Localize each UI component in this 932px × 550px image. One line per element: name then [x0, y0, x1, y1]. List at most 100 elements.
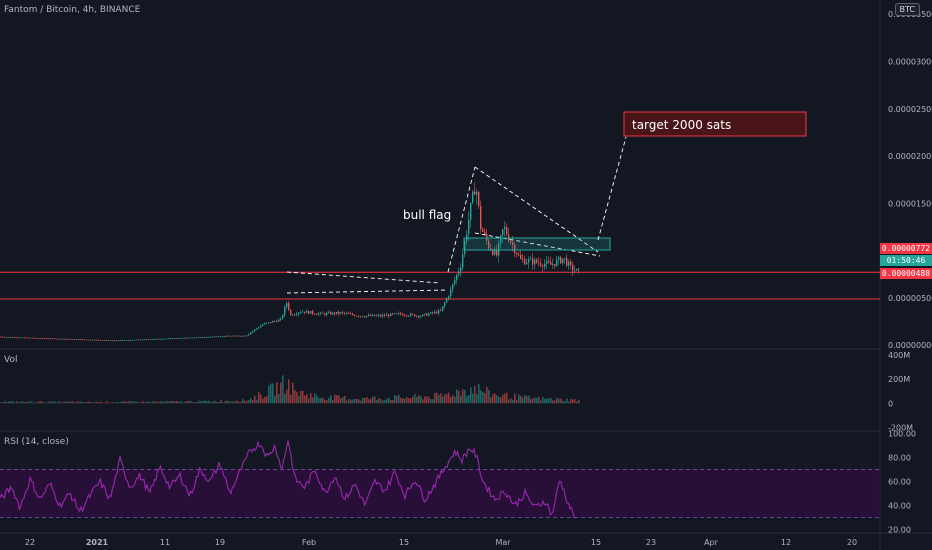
- candle-body: [180, 337, 182, 339]
- candle-body: [436, 311, 438, 314]
- volume-bar: [60, 402, 62, 404]
- volume-bar: [504, 393, 506, 404]
- pennant-drawing[interactable]: [286, 271, 449, 294]
- volume-bar: [26, 401, 28, 404]
- candle-body: [390, 313, 392, 317]
- volume-bar: [378, 398, 380, 404]
- candle-body: [284, 306, 286, 315]
- volume-bar: [536, 397, 538, 404]
- candle-body: [432, 312, 434, 314]
- candle-body: [184, 337, 186, 339]
- candle-body: [366, 315, 368, 317]
- volume-bar: [542, 396, 544, 404]
- candle-body: [578, 268, 580, 270]
- volume-bar: [114, 402, 116, 404]
- candle-body: [174, 338, 176, 339]
- volume-bar: [290, 395, 292, 404]
- flag-zone-rectangle[interactable]: [463, 237, 611, 251]
- volume-bar: [76, 401, 78, 404]
- candle-body: [412, 313, 414, 315]
- volume-bar: [84, 402, 86, 404]
- candle-body: [474, 191, 476, 195]
- candle-body: [486, 233, 488, 241]
- candle-body: [164, 338, 166, 340]
- candle-body: [74, 339, 76, 340]
- candle-body: [204, 337, 206, 338]
- volume-bar: [310, 393, 312, 404]
- target-projection-line[interactable]: [597, 136, 627, 241]
- volume-bar: [116, 401, 118, 404]
- volume-bar: [428, 396, 430, 404]
- candle-body: [504, 227, 506, 230]
- volume-bar: [124, 401, 126, 404]
- candle-body: [292, 314, 294, 316]
- volume-bar: [172, 401, 174, 404]
- volume-bar: [390, 399, 392, 404]
- candle-body: [272, 321, 274, 323]
- volume-bar: [276, 382, 278, 404]
- candle-body: [240, 335, 242, 337]
- time-tick-label: Apr: [704, 538, 719, 547]
- volume-bar: [102, 402, 104, 404]
- symbol-legend[interactable]: Fantom / Bitcoin, 4h, BINANCE: [4, 5, 141, 15]
- target-box[interactable]: [623, 111, 807, 137]
- volume-bar: [528, 395, 530, 404]
- wedge-lower-trendline[interactable]: [474, 232, 601, 257]
- pennant-lower-trendline[interactable]: [286, 289, 449, 294]
- wedge-upper-trendline[interactable]: [474, 166, 599, 253]
- candle-body: [498, 242, 500, 256]
- candle-body: [568, 261, 570, 266]
- volume-bar: [518, 394, 520, 404]
- candle-body: [50, 338, 52, 340]
- volume-bar: [294, 389, 296, 404]
- candle-body: [286, 302, 288, 307]
- rsi-legend[interactable]: RSI (14, close): [4, 437, 69, 447]
- candle-body: [344, 312, 346, 314]
- volume-bar: [516, 400, 518, 404]
- candle-body: [226, 335, 228, 337]
- volume-bar: [92, 402, 94, 404]
- volume-bar: [396, 396, 398, 404]
- candle-body: [476, 191, 478, 195]
- volume-bar: [436, 392, 438, 404]
- candle-body: [392, 313, 394, 315]
- volume-bar: [342, 397, 344, 404]
- candle-body: [10, 336, 12, 338]
- volume-bar: [538, 396, 540, 404]
- volume-bar: [302, 391, 304, 404]
- candle-body: [370, 314, 372, 316]
- volume-bar: [486, 386, 488, 404]
- candle-body: [128, 340, 130, 341]
- currency-badge[interactable]: BTC: [894, 3, 920, 16]
- candle-body: [270, 322, 272, 323]
- candle-body: [520, 255, 522, 259]
- volume-bar: [498, 396, 500, 404]
- candle-body: [40, 337, 42, 339]
- volume-bar: [382, 400, 384, 404]
- volume-bar: [74, 402, 76, 404]
- candle-body: [562, 258, 564, 264]
- candle-body: [108, 340, 110, 341]
- candle-body: [340, 312, 342, 314]
- volume-bar: [470, 387, 472, 404]
- candle-body: [274, 321, 276, 322]
- volume-bar: [328, 397, 330, 404]
- candle-body: [294, 314, 296, 316]
- wedge-drawing[interactable]: [474, 166, 601, 257]
- pennant-upper-trendline[interactable]: [286, 271, 441, 284]
- volume-bar: [44, 402, 46, 404]
- volume-legend[interactable]: Vol: [4, 355, 18, 365]
- volume-bar: [388, 397, 390, 404]
- candle-body: [296, 314, 298, 315]
- candle-body: [58, 338, 60, 340]
- volume-bar: [482, 391, 484, 404]
- volume-bar: [352, 399, 354, 404]
- volume-bar: [224, 401, 226, 404]
- candle-body: [324, 313, 326, 315]
- volume-bar: [64, 401, 66, 404]
- candle-body: [82, 339, 84, 341]
- time-tick-label: Feb: [302, 538, 316, 547]
- candle-body: [256, 328, 258, 330]
- price-tick-label: 0.00002500: [888, 105, 932, 114]
